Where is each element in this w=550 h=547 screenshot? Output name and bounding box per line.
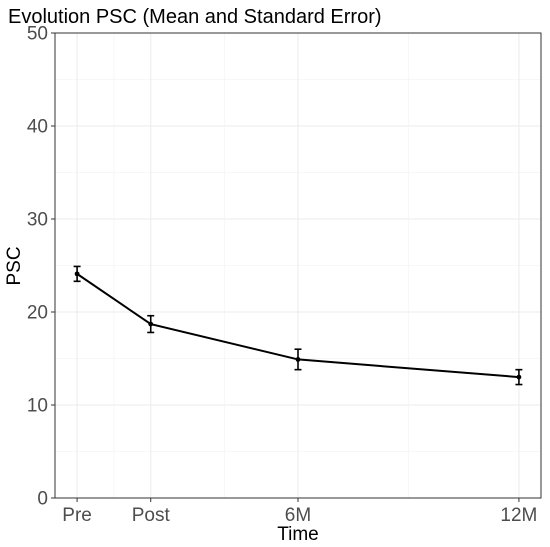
data-point: [148, 321, 154, 327]
x-tick-label: 6M: [285, 505, 311, 526]
x-axis-title: Time: [277, 524, 319, 545]
chart-title: Evolution PSC (Mean and Standard Error): [8, 6, 382, 28]
data-marks: [73, 265, 523, 386]
y-tick-label: 40: [27, 117, 48, 138]
y-tick-label: 50: [27, 24, 48, 45]
x-tick-label: 12M: [500, 505, 537, 526]
y-tick-label: 10: [27, 396, 48, 417]
y-axis-title: PSC: [4, 246, 25, 285]
y-tick-label: 20: [27, 303, 48, 324]
series-line: [76, 273, 519, 379]
x-tick-label: Pre: [62, 505, 92, 526]
grid: [55, 32, 541, 499]
data-point: [74, 271, 80, 277]
data-point: [516, 374, 522, 380]
y-tick-label: 30: [27, 210, 48, 231]
axis-ticks: 0 10 20 30 40 50 Pre Post 6M 12M: [27, 24, 538, 527]
data-point: [295, 357, 301, 362]
y-tick-label: 0: [37, 489, 48, 510]
x-tick-label: Post: [132, 505, 171, 526]
